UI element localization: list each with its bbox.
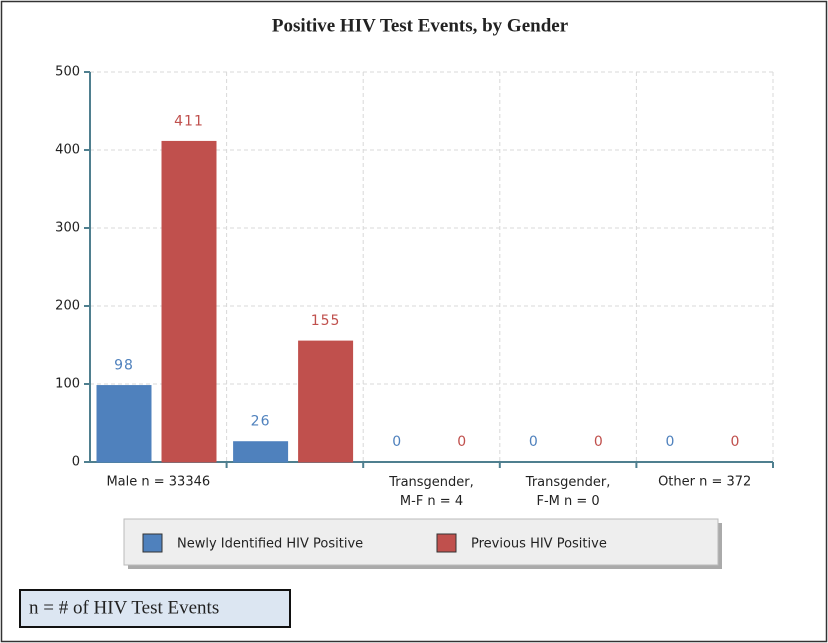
x-tick-label: Male n = 33346 <box>106 475 210 490</box>
bar <box>298 340 354 463</box>
chart-title: Positive HIV Test Events, by Gender <box>272 15 569 36</box>
y-tick-label: 300 <box>55 221 80 236</box>
bar <box>233 441 289 463</box>
annotation: n = # of HIV Test Events <box>29 597 219 618</box>
bar <box>161 140 217 463</box>
x-tick-label-line: Transgender, <box>388 475 474 490</box>
x-tick-label: Transgender, F-M n = 0 <box>525 475 611 509</box>
value-label: 26 <box>251 414 271 430</box>
legend <box>123 518 719 566</box>
value-label: 0 <box>665 434 675 450</box>
x-tick-label: Other n = 372 <box>658 475 751 490</box>
value-label: 0 <box>392 434 402 450</box>
y-tick-label: 100 <box>55 377 80 392</box>
x-tick-label-line: Transgender, <box>525 475 611 490</box>
value-label: 0 <box>594 434 604 450</box>
y-tick-label: 400 <box>55 143 80 158</box>
y-tick-label: 200 <box>55 299 80 314</box>
legend-label: Newly Identified HIV Positive <box>177 537 363 552</box>
annotation-box <box>19 589 291 628</box>
x-tick-label-line: M-F n = 4 <box>400 494 463 509</box>
value-label: 0 <box>730 434 740 450</box>
y-tick-label: 0 <box>72 455 80 470</box>
x-tick-label-line: F-M n = 0 <box>537 494 600 509</box>
value-label: 0 <box>457 434 467 450</box>
legend-swatch <box>436 533 457 553</box>
value-label: 0 <box>529 434 539 450</box>
x-tick-label: Transgender, M-F n = 4 <box>388 475 474 509</box>
legend-swatch <box>142 533 163 553</box>
value-label: 411 <box>174 113 204 129</box>
bar <box>96 385 152 463</box>
y-tick-label: 500 <box>55 65 80 80</box>
value-label: 155 <box>311 313 341 329</box>
legend-label: Previous HIV Positive <box>471 537 607 552</box>
value-label: 98 <box>114 358 134 374</box>
